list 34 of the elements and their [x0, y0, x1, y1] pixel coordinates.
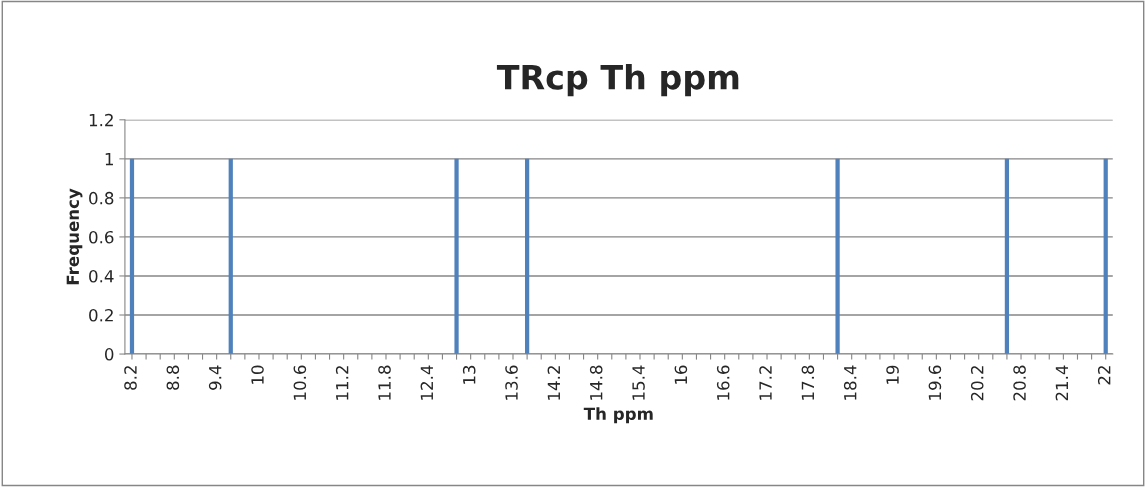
- y-tick-label: 0: [104, 348, 114, 361]
- x-tick-label: 13: [462, 365, 476, 384]
- x-tick-label: 16: [674, 365, 688, 384]
- x-tick-label: 9.4: [208, 365, 222, 390]
- x-tick-label: 15.4: [632, 365, 645, 400]
- x-tick-label: 19.6: [928, 365, 942, 400]
- x-tick-label: 18.4: [843, 365, 857, 400]
- x-tick-label: 12.4: [420, 365, 433, 400]
- y-tick-label: 1: [105, 153, 113, 166]
- x-tick-label: 14.2: [547, 366, 560, 400]
- y-axis-title: Frequency: [66, 188, 83, 285]
- y-tick-label: 1.2: [89, 113, 113, 127]
- y-tick-label: 0.6: [89, 230, 114, 244]
- x-tick-label: 10: [251, 365, 264, 384]
- x-tick-label: 13.6: [505, 365, 518, 400]
- x-tick-label: 21.4: [1055, 365, 1068, 401]
- x-tick-label: 16.6: [716, 365, 730, 400]
- x-tick-label: 20.2: [970, 366, 984, 401]
- x-tick-label: 17.8: [801, 365, 815, 400]
- x-tick-label: 14.8: [589, 365, 603, 400]
- x-tick-label: 22: [1097, 366, 1111, 385]
- x-axis-title: Th ppm: [583, 407, 653, 424]
- x-tick-label: 10.6: [293, 365, 307, 400]
- x-tick-label: 20.8: [1013, 365, 1026, 401]
- x-tick-label: 19: [886, 365, 899, 384]
- x-tick-label: 8.2: [124, 366, 137, 390]
- x-tick-label: 11.8: [378, 365, 391, 400]
- x-tick-label: 17.2: [759, 366, 772, 400]
- x-tick-label: 8.8: [166, 365, 180, 390]
- chart-title: TRcp Th ppm: [496, 63, 739, 97]
- y-tick-label: 0.4: [89, 269, 114, 283]
- y-tick-label: 0.2: [89, 308, 113, 322]
- x-tick-label: 11.2: [335, 366, 349, 400]
- y-tick-label: 0.8: [89, 191, 114, 205]
